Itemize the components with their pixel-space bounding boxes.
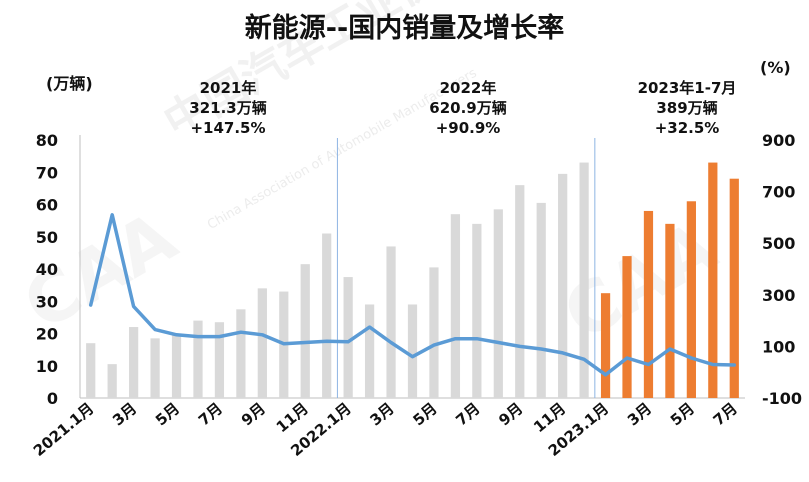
bar-grey xyxy=(450,214,461,398)
x-tick-label: 7月 xyxy=(452,399,483,429)
bar-orange xyxy=(665,223,675,398)
bar-grey xyxy=(236,309,246,398)
bar-grey xyxy=(536,202,546,398)
annotation-2021-year: 2021年 xyxy=(199,79,257,97)
x-tick-label: 3月 xyxy=(367,399,398,429)
x-tick-label: 5月 xyxy=(152,399,183,429)
bar-grey xyxy=(214,322,225,398)
y-right-tick-label: -100 xyxy=(762,389,802,408)
chart-title: 新能源--国内销量及增长率 xyxy=(244,13,565,44)
bar-grey xyxy=(107,364,117,398)
bar-grey xyxy=(472,223,482,398)
annotation-2022-growth: +90.9% xyxy=(435,119,501,137)
x-tick-label: 7月 xyxy=(710,399,741,429)
y-left-tick-label: 80 xyxy=(36,131,58,150)
y-left-tick-label: 30 xyxy=(36,292,58,311)
bar-grey xyxy=(515,185,525,398)
bar-grey xyxy=(257,288,267,398)
x-tick-label: 3月 xyxy=(109,399,140,429)
bar-orange xyxy=(600,293,611,398)
bar-grey xyxy=(364,304,375,398)
annotation-2023-volume: 389万辆 xyxy=(656,99,718,117)
y-left-unit: (万辆) xyxy=(46,74,93,93)
bar-grey xyxy=(429,267,439,398)
annotation-2022-year: 2022年 xyxy=(439,79,497,97)
annotation-2023: 2023年1-7月 389万辆 +32.5% xyxy=(607,78,767,138)
x-tick-label: 5月 xyxy=(409,399,440,429)
annotation-2021: 2021年 321.3万辆 +147.5% xyxy=(148,78,308,138)
y-left-tick-label: 50 xyxy=(36,228,58,247)
bar-grey xyxy=(171,335,182,398)
bar-grey xyxy=(322,233,332,398)
y-right-unit: (%) xyxy=(760,58,791,77)
y-left-tick-label: 70 xyxy=(36,163,58,182)
x-tick-label: 3月 xyxy=(624,399,655,429)
bar-orange xyxy=(729,178,739,398)
bar-grey xyxy=(129,327,139,398)
y-left-tick-label: 20 xyxy=(36,325,58,344)
bar-orange xyxy=(708,162,718,398)
bar-grey xyxy=(493,209,503,398)
annotation-2021-volume: 321.3万辆 xyxy=(189,99,267,117)
y-right-tick-label: 100 xyxy=(762,337,795,356)
bar-orange xyxy=(622,256,632,398)
bar-grey xyxy=(386,246,396,398)
bar-grey xyxy=(579,162,589,398)
y-left-tick-label: 0 xyxy=(47,389,58,408)
bar-orange xyxy=(643,210,654,398)
x-tick-label: 2021.1月 xyxy=(30,399,97,460)
bar-grey xyxy=(407,304,418,398)
y-right-tick-label: 300 xyxy=(762,286,795,305)
x-tick-label: 7月 xyxy=(195,399,226,429)
y-left-tick-label: 40 xyxy=(36,260,58,279)
annotation-2022: 2022年 620.9万辆 +90.9% xyxy=(388,78,548,138)
bar-grey xyxy=(343,277,353,398)
bar-grey xyxy=(558,173,568,398)
annotation-2023-growth: +32.5% xyxy=(654,119,720,137)
y-right-tick-label: 500 xyxy=(762,234,795,253)
y-right-tick-label: 700 xyxy=(762,183,795,202)
bar-grey xyxy=(193,320,203,398)
bar-grey xyxy=(300,264,310,398)
y-left-tick-label: 10 xyxy=(36,357,58,376)
y-left-tick-label: 60 xyxy=(36,196,58,215)
bar-grey xyxy=(86,343,96,398)
y-right-tick-label: 900 xyxy=(762,131,795,150)
bar-orange xyxy=(686,201,696,398)
annotation-2023-year: 2023年1-7月 xyxy=(637,79,737,97)
x-tick-label: 5月 xyxy=(667,399,698,429)
annotation-2022-volume: 620.9万辆 xyxy=(429,99,507,117)
annotation-2021-growth: +147.5% xyxy=(190,119,266,137)
x-tick-label: 9月 xyxy=(238,399,269,429)
bar-grey xyxy=(150,338,160,398)
x-tick-label: 9月 xyxy=(495,399,526,429)
